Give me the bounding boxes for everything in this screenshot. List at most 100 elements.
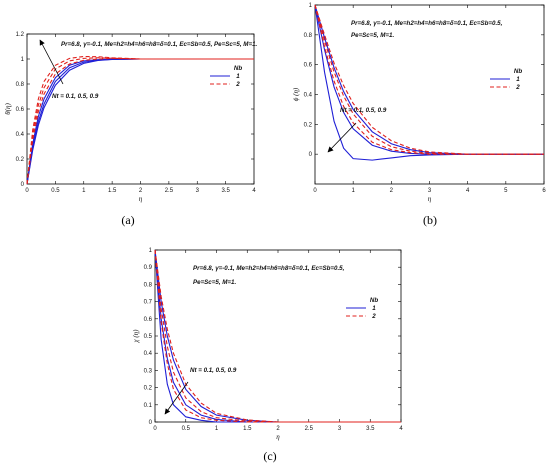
series-line-nb2-nt0.5: [26, 57, 254, 185]
parameter-note: Pr=6.8, γ=-0.1, Me=h2=h4=h6=h8=δ=0.1, Ec…: [61, 41, 258, 48]
y-tick-label: 1: [309, 3, 313, 9]
y-tick-label: 0: [309, 152, 313, 158]
y-tick-label: 0.6: [16, 107, 25, 113]
legend-title: Nb: [234, 65, 242, 72]
y-tick-label: 0.2: [304, 122, 313, 128]
x-tick-label: 3.5: [221, 188, 230, 194]
parameter-note: Pe=Sc=5, M=1.: [351, 32, 394, 39]
y-tick-label: 0.5: [144, 334, 153, 340]
y-tick-label: 0.8: [304, 33, 313, 39]
x-tick-label: 1.5: [108, 188, 117, 194]
x-tick-label: 3: [338, 426, 342, 432]
series-line-nb1-nt0.9: [26, 58, 254, 185]
y-tick-label: 0.8: [16, 82, 25, 88]
y-tick-label: 0.4: [304, 93, 313, 99]
panel-label: (c): [263, 449, 276, 463]
plot-frame: [26, 33, 255, 185]
y-tick-label: 0.8: [144, 282, 153, 288]
legend-title: Nb: [370, 297, 378, 304]
y-tick-label: 0.4: [144, 351, 153, 357]
y-axis-label: ϕ (η): [292, 87, 300, 101]
parameter-note: Pr=6.8, γ=-0.1, Me=h2=h4=h6=h8=δ=0.1, Ec…: [351, 20, 503, 27]
series-line-nb2-nt0.9: [154, 249, 401, 423]
legend-label: 1: [372, 305, 376, 312]
y-tick-label: 0.6: [304, 63, 313, 69]
x-axis-label: η: [139, 195, 143, 203]
series-line-nb2-nt0.1: [314, 4, 544, 155]
series-line-nb1-nt0.9: [314, 4, 544, 161]
y-tick-label: 0.1: [144, 403, 153, 409]
y-tick-label: 0: [149, 420, 153, 426]
series-line-nb2-nt0.9: [26, 55, 254, 185]
series-line-nb1-nt0.1: [154, 249, 401, 423]
legend-label: 2: [235, 81, 240, 88]
x-tick-label: 5: [504, 188, 508, 194]
legend-label: 2: [371, 313, 376, 320]
series-line-nb1-nt0.1: [26, 58, 254, 185]
x-tick-label: 2.5: [165, 188, 174, 194]
x-tick-label: 4: [252, 188, 256, 194]
x-tick-label: 3: [428, 188, 432, 194]
series-line-nb2-nt0.5: [154, 249, 401, 423]
series-line-nb1-nt0.1: [314, 4, 544, 155]
trend-arrow: [164, 381, 189, 415]
arrow-label: Nt = 0.1, 0.5, 0.9: [340, 107, 387, 114]
x-tick-label: 2: [139, 188, 143, 194]
panel-label: (b): [423, 213, 437, 227]
x-axis-label: η: [428, 195, 432, 203]
y-tick-label: 0.6: [144, 317, 153, 323]
x-tick-label: 4: [466, 188, 470, 194]
x-tick-label: 0: [25, 188, 29, 194]
x-tick-label: 2.5: [305, 426, 314, 432]
legend-label: 1: [236, 73, 240, 80]
legend-title: Nb: [514, 68, 522, 75]
x-tick-label: 0.5: [182, 426, 191, 432]
y-tick-label: 0.9: [144, 265, 153, 271]
series-line-nb2-nt0.9: [314, 4, 544, 155]
y-tick-label: 1: [149, 248, 153, 254]
x-tick-label: 1.5: [243, 426, 252, 432]
x-axis-label: η: [276, 433, 280, 441]
x-tick-label: 1: [215, 426, 219, 432]
parameter-note: Pe=Sc=5, M=1.: [193, 279, 236, 286]
parameter-note: Pr=6.8, γ=-0.1, Me=h2=h4=h6=h8=δ=0.1, Ec…: [193, 265, 345, 272]
series-line-nb2-nt0.5: [314, 4, 544, 155]
y-tick-label: 1.2: [16, 32, 25, 38]
y-tick-label: 1: [21, 57, 25, 63]
legend-label: 2: [515, 84, 520, 91]
x-tick-label: 0: [313, 188, 317, 194]
chart-panel-1: 0 0.5 1 1.5 2 2.5 3 3.5 4 0 0.2 0.4 0.6 0.8 1 1.2 η θ(η) P…: [4, 32, 258, 227]
plot-frame: [314, 4, 545, 185]
y-tick-label: 0.2: [16, 157, 25, 163]
panel-label: (a): [121, 213, 134, 227]
x-tick-label: 2: [390, 188, 394, 194]
x-tick-label: 3: [196, 188, 200, 194]
y-tick-label: 0: [21, 182, 25, 188]
chart-panel-3: 0 0.5 1 1.5 2 2.5 3 3.5 4 0 0.1 0.2 0.3 0.4 0.5 0.6 0.7 0…: [132, 248, 403, 463]
y-axis-label: θ(η): [4, 103, 12, 115]
series-line-nb2-nt0.1: [26, 57, 254, 185]
y-tick-label: 0.2: [144, 386, 153, 392]
trend-arrow: [327, 122, 357, 153]
arrow-label: Nt = 0.1, 0.5, 0.9: [190, 367, 237, 374]
x-tick-label: 0.5: [51, 188, 60, 194]
series-line-nb1-nt0.5: [314, 4, 544, 155]
legend-label: 1: [516, 76, 520, 83]
y-tick-label: 0.7: [144, 300, 153, 306]
x-tick-label: 3.5: [366, 426, 375, 432]
x-tick-label: 1: [82, 188, 86, 194]
y-tick-label: 0.4: [16, 132, 25, 138]
x-tick-label: 0: [153, 426, 157, 432]
x-tick-label: 4: [399, 426, 403, 432]
x-tick-label: 1: [351, 188, 355, 194]
arrow-label: Nt = 0.1, 0.5, 0.9: [52, 93, 99, 100]
series-line-nb1-nt0.5: [26, 58, 254, 185]
x-tick-label: 2: [276, 426, 280, 432]
y-axis-label: χ (η): [132, 329, 140, 344]
trend-arrow: [39, 39, 64, 85]
